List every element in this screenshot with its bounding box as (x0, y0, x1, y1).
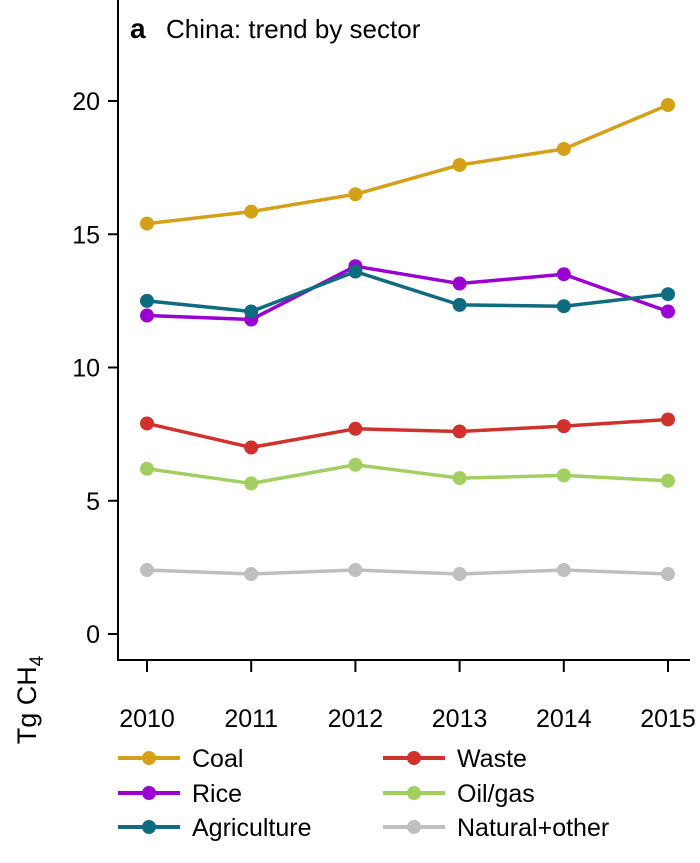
y-tick-label: 20 (72, 88, 100, 116)
y-axis-label: Tg CH4 (12, 655, 48, 744)
series-waste (140, 412, 675, 455)
data-point-oil-gas (244, 476, 259, 491)
data-point-rice (661, 304, 675, 319)
chart-title: China: trend by sector (166, 14, 421, 44)
x-tick-label: 2014 (536, 705, 592, 733)
legend-swatch-marker (407, 786, 421, 800)
data-point-agriculture (140, 293, 154, 308)
y-axis-label-subscript: 4 (27, 655, 48, 666)
series-line-oil-gas (146, 463, 669, 486)
y-ticks: 0 5 10 15 20 (72, 88, 118, 649)
series-group (140, 97, 675, 582)
series-line-waste (146, 417, 669, 450)
data-point-natural-other (140, 563, 154, 578)
legend-swatch-marker (142, 751, 156, 765)
legend-item-natural-other: Natural+other (383, 814, 609, 842)
data-point-waste (348, 421, 363, 436)
y-tick-label: 5 (86, 488, 100, 516)
data-point-natural-other (661, 567, 675, 582)
x-tick-label: 2011 (224, 705, 278, 733)
legend: Coal Rice Agriculture Waste Oil/gas Natural+o… (118, 745, 609, 842)
data-point-natural-other (348, 563, 363, 578)
legend-label: Coal (192, 745, 243, 773)
series-oil-gas (140, 457, 675, 491)
legend-swatch-marker (407, 820, 421, 834)
series-line-rice (146, 264, 669, 322)
data-point-coal (244, 204, 259, 219)
x-tick-label: 2010 (119, 705, 175, 733)
data-point-oil-gas (348, 457, 363, 472)
series-line-natural-other (146, 568, 669, 576)
data-point-coal (452, 157, 467, 172)
legend-label: Agriculture (192, 814, 312, 842)
y-tick-label: 15 (72, 221, 100, 249)
data-point-oil-gas (452, 471, 467, 486)
legend-swatch-marker (142, 820, 156, 834)
series-natural-other (140, 563, 675, 582)
data-point-waste (140, 416, 154, 431)
data-point-rice (556, 267, 571, 282)
series-rice (140, 259, 675, 327)
data-point-waste (244, 440, 259, 455)
data-point-natural-other (244, 567, 259, 582)
legend-item-rice: Rice (118, 780, 242, 808)
legend-label: Waste (457, 745, 527, 773)
data-point-rice (140, 308, 154, 323)
legend-label: Rice (192, 780, 242, 808)
legend-swatch-marker (407, 751, 421, 765)
data-point-natural-other (556, 563, 571, 578)
x-tick-label: 2013 (432, 705, 488, 733)
data-point-agriculture (348, 264, 363, 279)
data-point-agriculture (452, 297, 467, 312)
legend-item-coal: Coal (118, 745, 243, 773)
x-ticks: 2010 2011 2012 2013 2014 2015 (119, 660, 696, 733)
x-tick-label: 2015 (640, 705, 696, 733)
data-point-rice (452, 276, 467, 291)
data-point-oil-gas (661, 473, 675, 488)
data-point-agriculture (244, 304, 259, 319)
data-point-waste (661, 412, 675, 427)
data-point-coal (556, 141, 571, 156)
data-point-coal (348, 187, 363, 202)
data-point-waste (452, 424, 467, 439)
data-point-coal (140, 216, 154, 231)
data-point-waste (556, 419, 571, 434)
series-line-agriculture (146, 269, 669, 314)
data-point-agriculture (556, 299, 571, 314)
y-axis-label-main: Tg CH (12, 666, 42, 744)
y-tick-label: 10 (72, 355, 100, 383)
legend-swatch-marker (142, 786, 156, 800)
data-point-oil-gas (140, 461, 154, 476)
data-point-agriculture (661, 287, 675, 302)
legend-item-waste: Waste (383, 745, 527, 773)
x-tick-label: 2012 (328, 705, 384, 733)
legend-item-agriculture: Agriculture (118, 814, 312, 842)
legend-item-oil-gas: Oil/gas (383, 780, 535, 808)
series-coal (140, 97, 675, 231)
legend-label: Oil/gas (457, 780, 535, 808)
data-point-natural-other (452, 567, 467, 582)
series-agriculture (140, 264, 675, 319)
series-line-coal (146, 103, 669, 226)
data-point-oil-gas (556, 468, 571, 483)
data-point-coal (661, 97, 675, 112)
legend-label: Natural+other (457, 814, 609, 842)
y-tick-label: 0 (86, 621, 100, 649)
panel-letter: a (130, 13, 146, 44)
axes (117, 0, 690, 661)
